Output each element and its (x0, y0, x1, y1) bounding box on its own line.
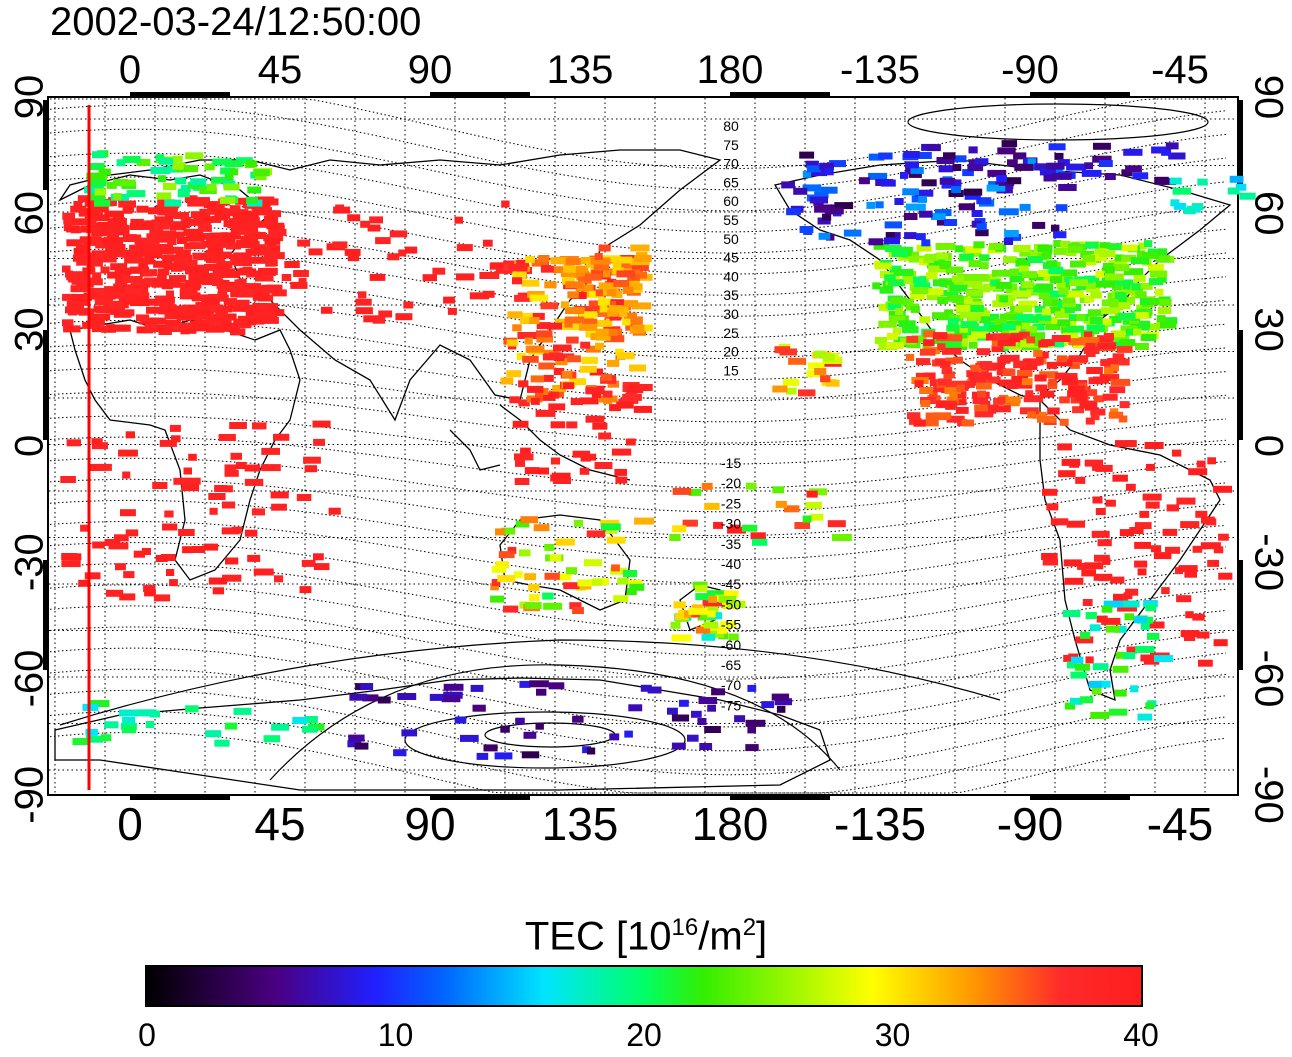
contour-label: 60 (723, 193, 739, 209)
contour-label: -15 (721, 455, 741, 471)
contour-label: -75 (721, 697, 741, 713)
lat-tick-label: 30 (8, 307, 52, 352)
colorbar-tick-label: 20 (626, 1017, 662, 1053)
lon-tick-label: 180 (692, 798, 769, 850)
lon-tick-label: -45 (1147, 798, 1213, 850)
border-bars (43, 92, 1243, 800)
tec-colorbar (145, 965, 1143, 1007)
lon-tick-label: 45 (258, 48, 303, 92)
lat-tick-label: 90 (8, 75, 52, 120)
lon-tick-label: 90 (404, 798, 455, 850)
colorbar-tick-label: 0 (138, 1017, 156, 1053)
contour-label: -70 (721, 677, 741, 693)
lon-tick-label: 0 (117, 798, 143, 850)
lon-tick-label: -45 (1151, 48, 1209, 92)
contour-label: -50 (721, 596, 741, 612)
lat-tick-label: 60 (8, 191, 52, 236)
contour-label: 70 (723, 156, 739, 172)
lat-tick-label: -30 (8, 533, 52, 591)
contour-label: -35 (721, 536, 741, 552)
lon-tick-label: 135 (542, 798, 619, 850)
tec-map: 80 75 70 65 60 55 50 45 40 35 30 25 20 15 -15 -20 -25 -30… (8, 48, 1291, 850)
contour-label: 55 (723, 212, 739, 228)
lat-tick-label: 60 (1246, 191, 1290, 236)
lon-tick-label: 135 (547, 48, 614, 92)
lat-tick-label: 0 (8, 435, 52, 457)
contour-label: 75 (723, 137, 739, 153)
longitude-labels-top: 0 45 90 135 180 -135 -90 -45 (119, 48, 1209, 92)
contour-label: -40 (721, 556, 741, 572)
contour-label: 30 (723, 306, 739, 322)
lat-tick-label: 30 (1246, 307, 1290, 352)
lon-tick-label: -135 (840, 48, 920, 92)
lon-tick-label: -90 (997, 798, 1063, 850)
contour-label: 15 (723, 362, 739, 378)
contour-label: 80 (723, 118, 739, 134)
lat-tick-label: -90 (1246, 766, 1290, 824)
contour-labels: 80 75 70 65 60 55 50 45 40 35 30 25 20 15 -15 -20 -25 -30… (721, 118, 741, 713)
lon-tick-label: 0 (119, 48, 141, 92)
tec-observations (60, 140, 1256, 760)
contour-label: -30 (721, 516, 741, 532)
lat-tick-label: 90 (1246, 75, 1290, 120)
contour-label: -65 (721, 657, 741, 673)
map-title: 2002-03-24/12:50:00 (50, 0, 422, 44)
lat-tick-label: -30 (1246, 533, 1290, 591)
contour-label: -60 (721, 637, 741, 653)
colorbar-tick-label: 30 (874, 1017, 911, 1053)
longitude-labels-bottom: 0 45 90 135 180 -135 -90 -45 (117, 798, 1213, 850)
contour-label: 45 (723, 250, 739, 266)
colorbar-tick-label: 40 (1123, 1017, 1159, 1053)
contour-label: 50 (723, 231, 739, 247)
latitude-labels-left: 90 60 30 0 -30 -60 -90 (8, 75, 52, 824)
lat-tick-label: 0 (1246, 435, 1290, 457)
lon-tick-label: 180 (697, 48, 764, 92)
contour-label: 35 (723, 287, 739, 303)
colorbar-tick-label: 10 (377, 1017, 414, 1053)
contour-label: 25 (723, 325, 739, 341)
contour-label: -55 (721, 617, 741, 633)
contour-label: -25 (721, 495, 741, 511)
lon-tick-label: 45 (254, 798, 305, 850)
lat-tick-label: -60 (1246, 650, 1290, 708)
latitude-labels-right: 90 60 30 0 -30 -60 -90 (1246, 75, 1290, 824)
contour-label: -45 (721, 576, 741, 592)
lat-tick-label: -60 (8, 650, 52, 708)
lat-tick-label: -90 (8, 766, 52, 824)
lon-tick-label: 90 (408, 48, 453, 92)
contour-label: 65 (723, 174, 739, 190)
colorbar-title: TEC [1016/m2] (524, 914, 768, 959)
lon-tick-label: -135 (834, 798, 926, 850)
contour-label: 40 (723, 268, 739, 284)
contour-label: -20 (721, 475, 741, 491)
contour-label: 20 (723, 344, 739, 360)
lon-tick-label: -90 (1001, 48, 1059, 92)
